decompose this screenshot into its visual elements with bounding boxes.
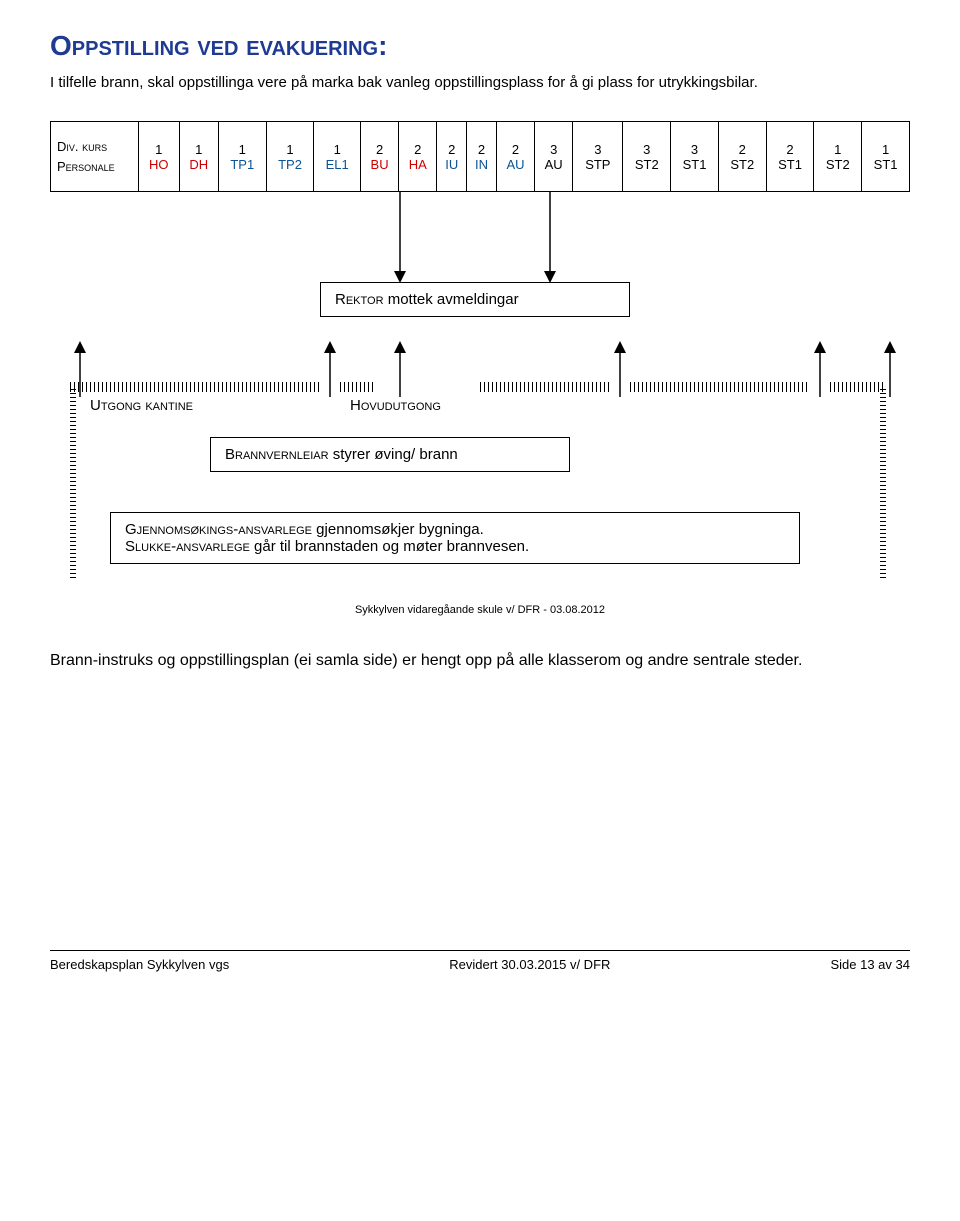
slukke-label: Slukke-ansvarlege [125,538,254,555]
lineup-cell: 2IU [437,122,467,192]
gjennom-text: gjennomsøkjer bygninga. [316,521,484,538]
lineup-cell: 2IN [467,122,497,192]
hovudutgong-label: Hovudutgong [350,397,441,414]
arrows-down [50,192,910,282]
footer-left: Beredskapsplan Sykkylven vgs [50,957,229,972]
rektor-label: Rektor [335,291,388,308]
arrows-up [50,342,910,402]
body-text: Brann-instruks og oppstillingsplan (ei s… [50,652,910,670]
slukke-text: går til brannstaden og møter brannvesen. [254,538,529,555]
page-footer: Beredskapsplan Sykkylven vgs Revidert 30… [50,950,910,972]
hatch-v-left [70,388,76,578]
lineup-cell: 2BU [360,122,398,192]
diagram-area: Rektor mottek avmeldingar Utgong kantine… [50,222,910,652]
gjennom-label: Gjennomsøkings-ansvarlege [125,521,316,538]
lineup-cell: 1DH [179,122,218,192]
hatch-v-right [880,388,886,578]
page-title: Oppstilling ved evakuering: [50,30,910,62]
rektor-text: mottek avmeldingar [388,291,519,308]
lineup-table: Div. kursPersonale1HO1DH1TP11TP21EL12BU2… [50,121,910,192]
utgong-kantine-label: Utgong kantine [90,397,193,414]
lineup-cell: 2ST2 [718,122,766,192]
brannvernleiar-box: Brannvernleiar styrer øving/ brann [210,437,570,472]
page-subtitle: I tilfelle brann, skal oppstillinga vere… [50,74,910,91]
lineup-cell: 3AU [535,122,573,192]
lineup-cell: 1ST1 [862,122,910,192]
diagram-credit: Sykkylven vidaregåande skule v/ DFR - 03… [50,604,910,616]
gjennomsok-box: Gjennomsøkings-ansvarlege gjennomsøkjer … [110,512,800,564]
footer-right: Side 13 av 34 [830,957,910,972]
lineup-cell: 2ST1 [766,122,814,192]
lineup-cell: 1HO [139,122,180,192]
lineup-cell: 1TP1 [218,122,266,192]
footer-mid: Revidert 30.03.2015 v/ DFR [449,957,610,972]
lineup-cell: 3ST1 [671,122,719,192]
brannvern-label: Brannvernleiar [225,446,333,463]
lineup-cell: 1TP2 [266,122,314,192]
lineup-cell: 3STP [573,122,623,192]
lineup-table-wrap: Div. kursPersonale1HO1DH1TP11TP21EL12BU2… [50,121,910,192]
rektor-box: Rektor mottek avmeldingar [320,282,630,317]
lineup-leftcol: Div. kursPersonale [51,122,139,192]
brannvern-text: styrer øving/ brann [333,446,458,463]
lineup-cell: 2HA [399,122,437,192]
lineup-cell: 1ST2 [814,122,862,192]
lineup-cell: 3ST2 [623,122,671,192]
lineup-cell: 1EL1 [314,122,361,192]
lineup-cell: 2AU [496,122,534,192]
